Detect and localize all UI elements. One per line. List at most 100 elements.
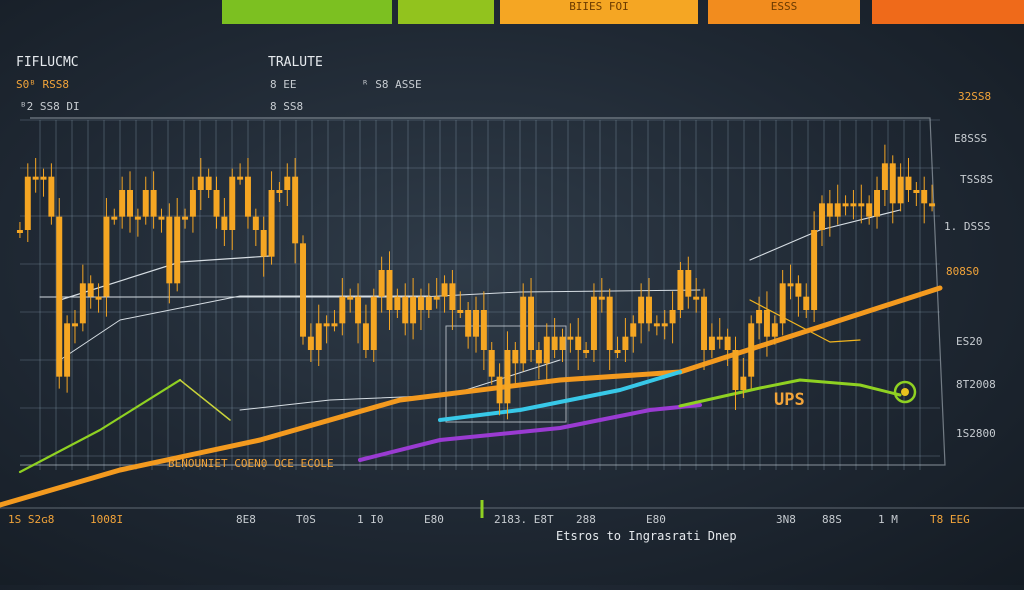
candle-body [638, 296, 645, 324]
top-tab[interactable]: ESSS [708, 0, 860, 24]
candle-body [826, 203, 833, 217]
candle [669, 291, 676, 344]
candle-body [386, 270, 393, 310]
candle [229, 168, 236, 250]
x-tick-label: 2183. E8T [494, 513, 554, 526]
top-tab-label: ESSS [771, 0, 798, 13]
candle [520, 283, 527, 372]
candle-body [708, 336, 715, 350]
candle-body [779, 283, 786, 324]
candle [528, 278, 535, 362]
candle-body [307, 336, 314, 350]
y-tick-label: E8SSS [954, 132, 987, 145]
top-tab[interactable] [872, 0, 1024, 24]
chart-subtitle: TRALUTE [268, 55, 323, 70]
candle-body [763, 310, 770, 337]
candle-body [646, 296, 652, 324]
candle-body [56, 216, 63, 377]
y-tick-label: 1. DSSS [944, 220, 990, 233]
candle [103, 198, 110, 317]
candle [457, 291, 464, 318]
plot-frame [20, 117, 946, 466]
candle [284, 163, 291, 206]
top-tab-bg[interactable] [222, 0, 392, 24]
candle-body [842, 203, 849, 207]
top-tabs[interactable]: BIIES FOI ESSS [222, 0, 1024, 24]
candle-body [551, 336, 558, 350]
candle [614, 336, 621, 358]
x-tick-label: 88S [822, 513, 842, 526]
candle [708, 323, 715, 358]
top-tab-bg[interactable] [872, 0, 1024, 24]
candle [221, 198, 228, 246]
y-tick-label: 32SS8 [958, 90, 991, 103]
candle-body [543, 336, 550, 364]
candle-body [756, 310, 763, 324]
top-tab[interactable]: BIIES FOI [500, 0, 698, 24]
candle-body [897, 176, 904, 204]
candle-body [79, 283, 86, 324]
candle-body [834, 203, 841, 217]
candle [182, 208, 189, 229]
chart-title: FIFLUCMC [16, 55, 79, 70]
candle-body [732, 350, 739, 390]
candle [331, 310, 338, 332]
top-tab-bg[interactable] [708, 0, 860, 24]
candle [598, 278, 605, 313]
candle [779, 270, 786, 336]
candle [449, 270, 456, 330]
top-tab[interactable] [222, 0, 392, 24]
candle [567, 323, 574, 353]
candle [653, 315, 660, 336]
candle [488, 342, 495, 385]
candle [866, 195, 873, 225]
candle [441, 275, 448, 313]
candle [378, 256, 385, 313]
candle [771, 315, 778, 345]
candle [913, 182, 920, 206]
candle-body [150, 190, 157, 217]
top-tab[interactable] [398, 0, 494, 24]
candle-body [473, 310, 479, 337]
candle-body [740, 376, 747, 390]
candle-body [166, 216, 173, 284]
candle [787, 264, 794, 300]
candle [276, 182, 283, 202]
candle-body [465, 310, 472, 337]
candle-body [866, 203, 873, 217]
candle [748, 315, 755, 389]
thin-trend-line [749, 299, 861, 343]
candle-body [905, 176, 912, 190]
candle-body [260, 230, 267, 257]
header-label: 8 EE [270, 78, 297, 91]
y-tick-label: 1S2800 [956, 427, 996, 440]
candle-body [134, 216, 141, 220]
candle-body [929, 203, 936, 207]
y-tick-label: 808S0 [946, 265, 979, 278]
highlight-box [445, 325, 567, 423]
candle-body [119, 190, 126, 217]
candle [79, 264, 86, 332]
candle-body [71, 323, 78, 327]
candle [512, 342, 519, 384]
candle-body [268, 190, 275, 257]
top-tab-bg[interactable] [398, 0, 494, 24]
candle-body [583, 350, 590, 353]
candle-body [32, 176, 39, 180]
candle [826, 190, 833, 237]
candle-body [189, 190, 196, 217]
candle [606, 288, 613, 370]
candle [535, 342, 542, 380]
candle [402, 283, 409, 336]
candle [842, 195, 849, 216]
candle [205, 168, 212, 198]
candle-body [653, 323, 660, 327]
top-tab-bg[interactable] [500, 0, 698, 24]
candle [473, 296, 479, 353]
candle [95, 283, 102, 313]
candle [646, 278, 652, 332]
candle [850, 190, 857, 220]
x-tick-label: 1 I0 [357, 513, 384, 526]
candle [732, 336, 739, 410]
candle [40, 168, 47, 197]
